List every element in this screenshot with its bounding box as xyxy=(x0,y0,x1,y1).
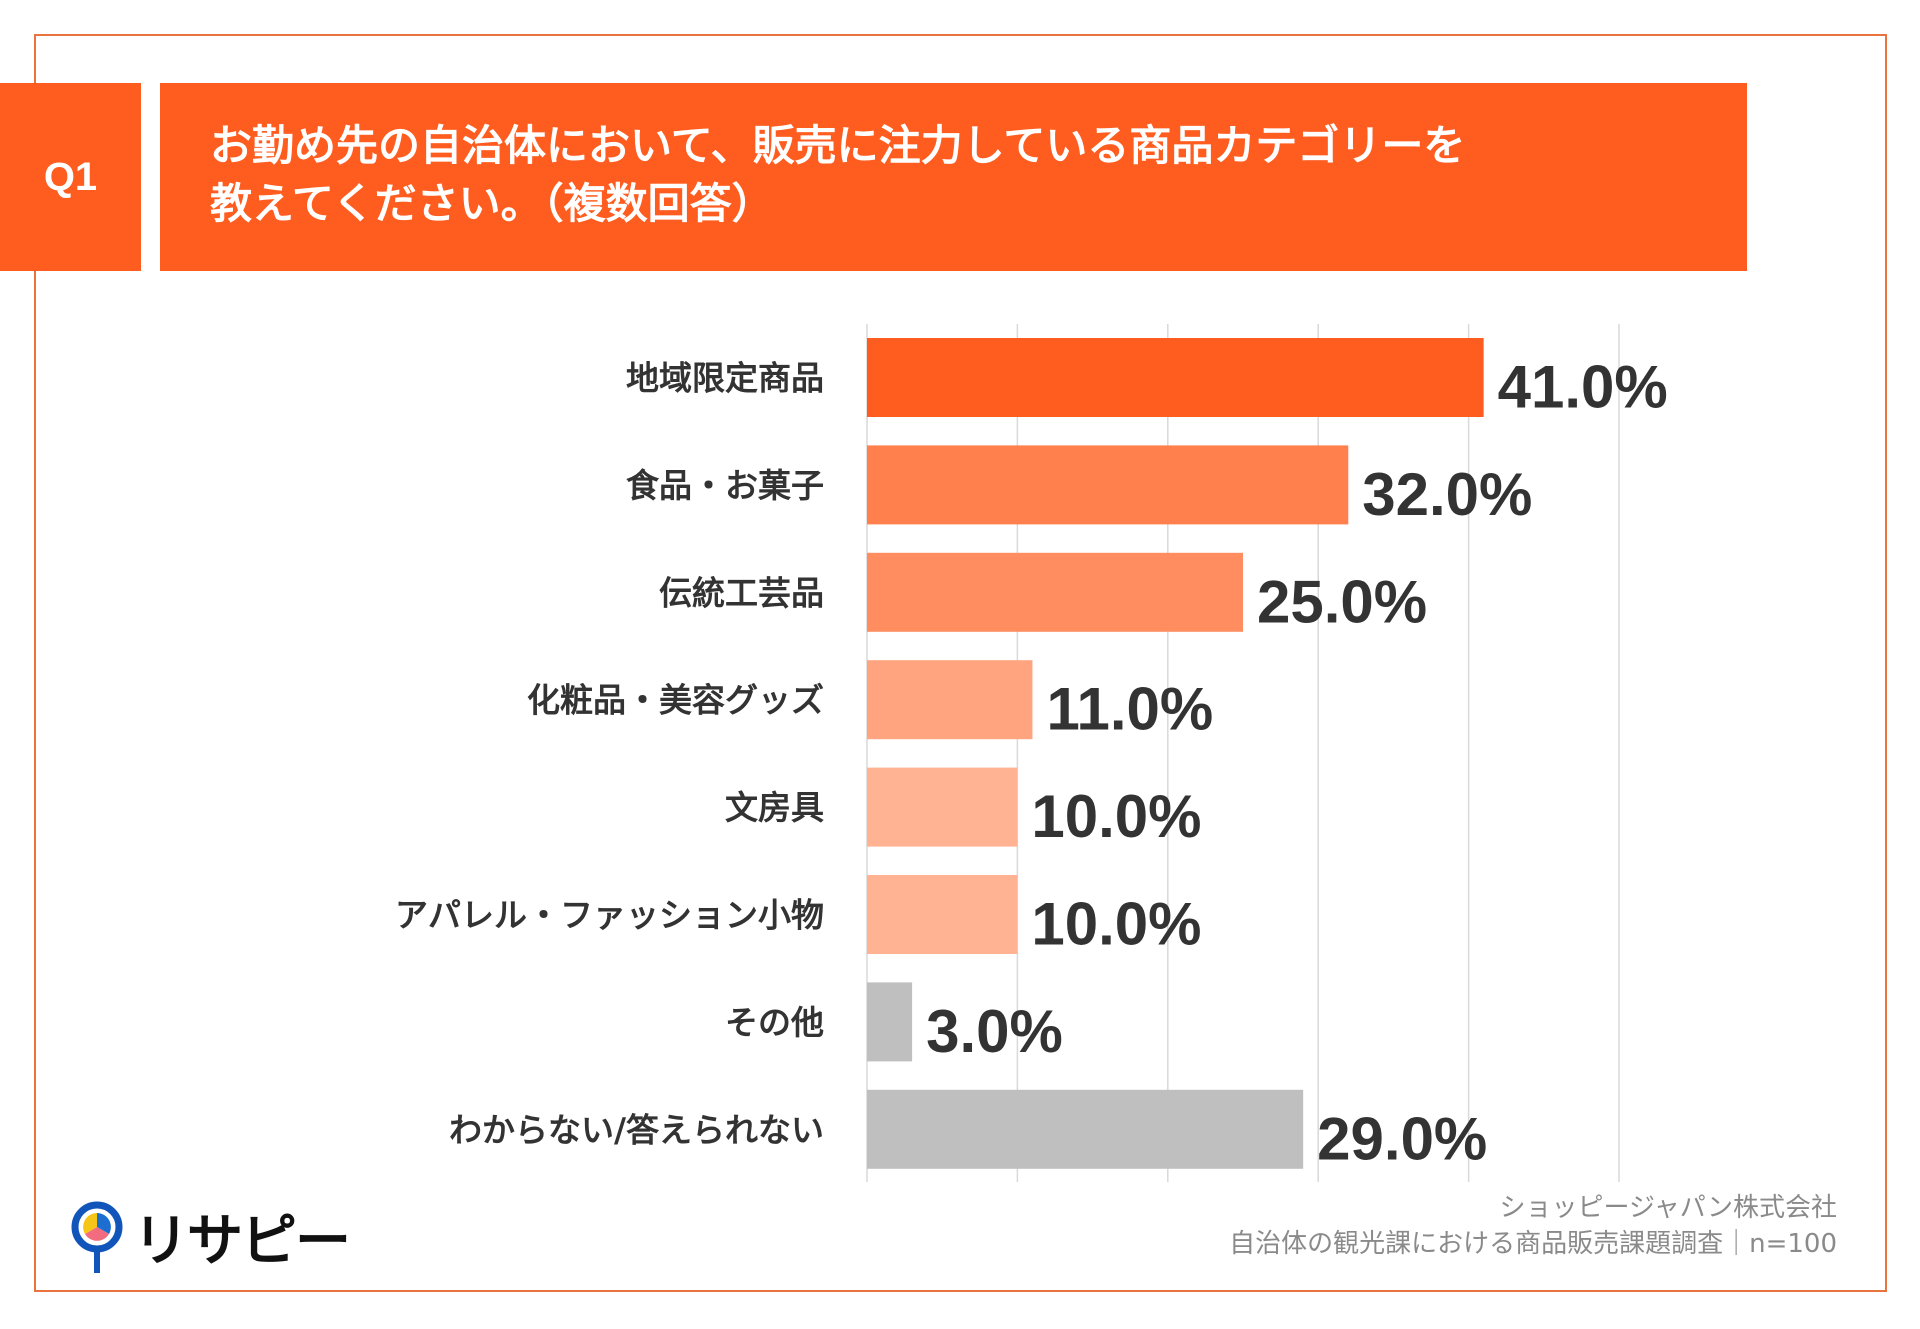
category-label: 化粧品・美容グッズ xyxy=(527,681,824,720)
value-label: 10.0% xyxy=(1031,891,1201,958)
category-label: 文房具 xyxy=(725,788,824,827)
category-label: 伝統工芸品 xyxy=(659,573,824,612)
bar xyxy=(867,338,1484,417)
category-label: アパレル・ファッション小物 xyxy=(395,896,824,935)
value-label: 41.0% xyxy=(1498,354,1668,421)
bar xyxy=(867,445,1349,525)
source-note: ショッピージャパン株式会社 自治体の観光課における商品販売課題調査｜n=100 xyxy=(1229,1190,1837,1262)
survey-name: 自治体の観光課における商品販売課題調査｜n=100 xyxy=(1229,1229,1837,1259)
bar xyxy=(867,875,1018,954)
chart-frame xyxy=(34,34,1887,1292)
bar xyxy=(867,552,1243,632)
value-label: 25.0% xyxy=(1257,568,1427,635)
question-title-line-2: 教えてください。（複数回答） xyxy=(210,179,774,228)
company-name: ショッピージャパン株式会社 xyxy=(1499,1193,1837,1223)
question-title-line-1: お勤め先の自治体において、販売に注力している商品カテゴリーを xyxy=(210,121,1466,170)
category-label: その他 xyxy=(725,1003,824,1042)
logo-text: リサピー xyxy=(133,1209,351,1274)
value-label: 11.0% xyxy=(1046,676,1213,743)
question-title: お勤め先の自治体において、販売に注力している商品カテゴリーを 教えてください。（… xyxy=(160,83,1747,271)
bar xyxy=(867,660,1033,740)
risapi-logo: リサピー xyxy=(71,1196,351,1277)
bar xyxy=(867,767,1018,847)
category-label: 地域限定商品 xyxy=(626,359,824,398)
category-label: 食品・お菓子 xyxy=(626,466,824,505)
value-label: 32.0% xyxy=(1362,461,1532,528)
value-label: 10.0% xyxy=(1031,783,1201,850)
value-label: 3.0% xyxy=(926,998,1063,1065)
category-label: わからない/答えられない xyxy=(449,1110,824,1149)
question-number-badge: Q1 xyxy=(0,83,141,271)
bar xyxy=(867,1089,1304,1169)
value-label: 29.0% xyxy=(1317,1105,1487,1172)
bar xyxy=(867,982,913,1062)
pin-logo-icon xyxy=(71,1201,123,1273)
